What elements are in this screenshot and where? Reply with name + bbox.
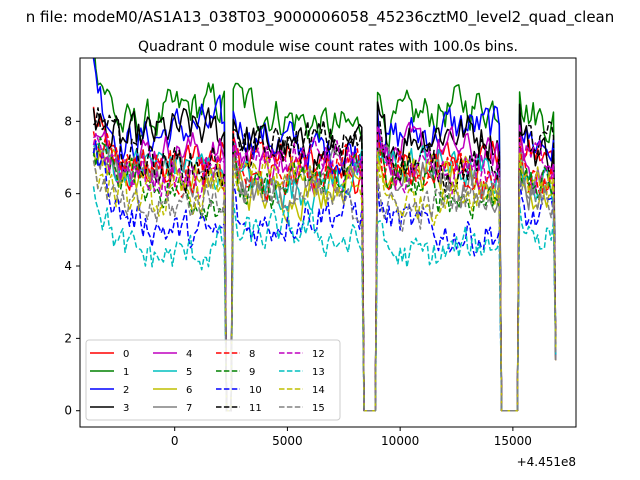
- series-line-15: [92, 157, 557, 412]
- legend-label-6: 6: [186, 385, 192, 396]
- y-tick-label: 2: [64, 331, 72, 345]
- x-axis-offset-label: +4.451e8: [517, 455, 576, 469]
- x-tick-label: 0: [171, 434, 179, 448]
- legend-label-4: 4: [186, 349, 192, 360]
- y-tick-label: 4: [64, 259, 72, 273]
- x-tick-label: 5000: [272, 434, 303, 448]
- y-tick-label: 8: [64, 114, 72, 128]
- series-line-8: [92, 128, 557, 412]
- legend-label-12: 12: [312, 349, 325, 360]
- legend-label-5: 5: [186, 367, 192, 378]
- legend-label-0: 0: [123, 349, 129, 360]
- legend-label-8: 8: [249, 349, 255, 360]
- figure-suptitle: n file: modeM0/AS1A13_038T03_9000006058_…: [26, 8, 615, 27]
- legend-label-15: 15: [312, 403, 325, 414]
- axes: 0 5000 10000 15000 0 2 4 6 8: [64, 57, 577, 448]
- legend-label-9: 9: [249, 367, 255, 378]
- y-tick-label: 6: [64, 187, 72, 201]
- legend-label-2: 2: [123, 385, 129, 396]
- series-line-10: [92, 140, 557, 412]
- series-line-13: [92, 186, 557, 412]
- plot-frame: [79, 57, 577, 428]
- series-line-9: [92, 136, 557, 412]
- series-line-11: [92, 107, 557, 412]
- plot-lines: [92, 58, 557, 412]
- legend-label-10: 10: [249, 385, 262, 396]
- x-tick-label: 10000: [381, 434, 419, 448]
- legend-label-3: 3: [123, 403, 129, 414]
- series-line-12: [92, 125, 557, 412]
- series-line-1: [94, 58, 557, 412]
- x-tick-label: 15000: [494, 434, 532, 448]
- legend-label-1: 1: [123, 367, 129, 378]
- legend-label-14: 14: [312, 385, 325, 396]
- y-tick-label: 0: [64, 404, 72, 418]
- legend-label-7: 7: [186, 403, 192, 414]
- legend-label-13: 13: [312, 367, 325, 378]
- series-line-14: [92, 151, 557, 412]
- chart-title: Quadrant 0 module wise count rates with …: [138, 39, 518, 55]
- legend-label-11: 11: [249, 403, 262, 414]
- legend-box: [85, 339, 341, 421]
